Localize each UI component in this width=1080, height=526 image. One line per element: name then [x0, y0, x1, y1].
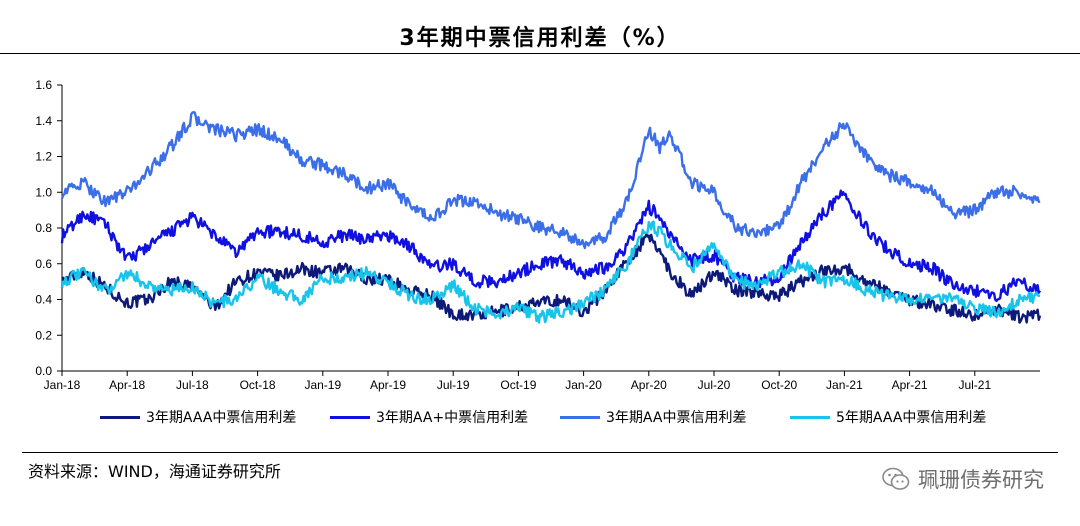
y-tick-label: 0.4	[35, 293, 52, 307]
y-tick-label: 1.4	[35, 114, 52, 128]
legend-label: 5年期AAA中票信用利差	[836, 410, 987, 426]
legend-item-2: 3年期AA+中票信用利差	[330, 405, 528, 429]
legend-swatch	[790, 415, 830, 419]
y-tick-label: 1.0	[35, 185, 52, 199]
x-tick-label: Oct-19	[500, 378, 536, 392]
x-tick-label: Oct-20	[761, 378, 797, 392]
legend-swatch	[560, 415, 600, 419]
x-tick-label: Jan-18	[44, 378, 81, 392]
y-tick-label: 1.6	[35, 78, 52, 92]
x-tick-label: Jul-20	[698, 378, 731, 392]
y-tick-label: 0.8	[35, 221, 52, 235]
line-chart: 0.0 0.2 0.4 0.6 0.8 1.0 1.2 1.4 1.6 Jan-18 Apr-18 J…	[35, 78, 1042, 392]
legend-item-3: 3年期AA中票信用利差	[560, 405, 746, 429]
series-line-2	[60, 189, 1042, 303]
legend-item-1: 3年期AAA中票信用利差	[100, 405, 296, 429]
data-source: 资料来源：WIND，海通证券研究所	[28, 462, 281, 481]
x-tick-label: Jan-19	[304, 378, 341, 392]
x-tick-label: Jan-20	[565, 378, 602, 392]
x-tick-label: Oct-18	[240, 378, 276, 392]
wechat-icon	[882, 467, 910, 490]
title-bar: 3年期中票信用利差（%）	[0, 6, 1080, 54]
watermark: 珮珊债券研究	[882, 464, 1044, 494]
series-line-4	[60, 220, 1041, 324]
chart-legend: 3年期AAA中票信用利差 3年期AA+中票信用利差 3年期AA中票信用利差 5年期AA…	[100, 405, 1020, 429]
legend-label: 3年期AA+中票信用利差	[376, 410, 529, 426]
x-tick-label: Jul-19	[437, 378, 470, 392]
footer-divider	[22, 452, 1058, 453]
legend-swatch	[100, 415, 140, 419]
x-tick-label: Apr-21	[892, 378, 928, 392]
watermark-text: 珮珊债券研究	[918, 468, 1044, 492]
y-tick-label: 0.0	[35, 364, 52, 378]
legend-label: 3年期AAA中票信用利差	[146, 410, 297, 426]
y-tick-label: 0.6	[35, 257, 52, 271]
series-line-1	[60, 232, 1042, 324]
x-tick-label: Apr-18	[109, 378, 145, 392]
x-tick-label: Jul-21	[958, 378, 991, 392]
legend-label: 3年期AA中票信用利差	[606, 410, 747, 426]
x-tick-label: Apr-20	[631, 378, 667, 392]
legend-item-4: 5年期AAA中票信用利差	[790, 405, 986, 429]
x-tick-label: Jul-18	[176, 378, 209, 392]
y-tick-label: 1.2	[35, 150, 52, 164]
y-tick-label: 0.2	[35, 328, 52, 342]
plot-area: 0.0 0.2 0.4 0.6 0.8 1.0 1.2 1.4 1.6 Jan-18 Apr-18 J…	[35, 78, 1042, 392]
legend-swatch	[330, 415, 370, 419]
x-tick-label: Apr-19	[370, 378, 406, 392]
x-tick-label: Jan-21	[826, 378, 863, 392]
series-line-3	[60, 111, 1041, 250]
chart-title: 3年期中票信用利差（%）	[399, 26, 681, 51]
